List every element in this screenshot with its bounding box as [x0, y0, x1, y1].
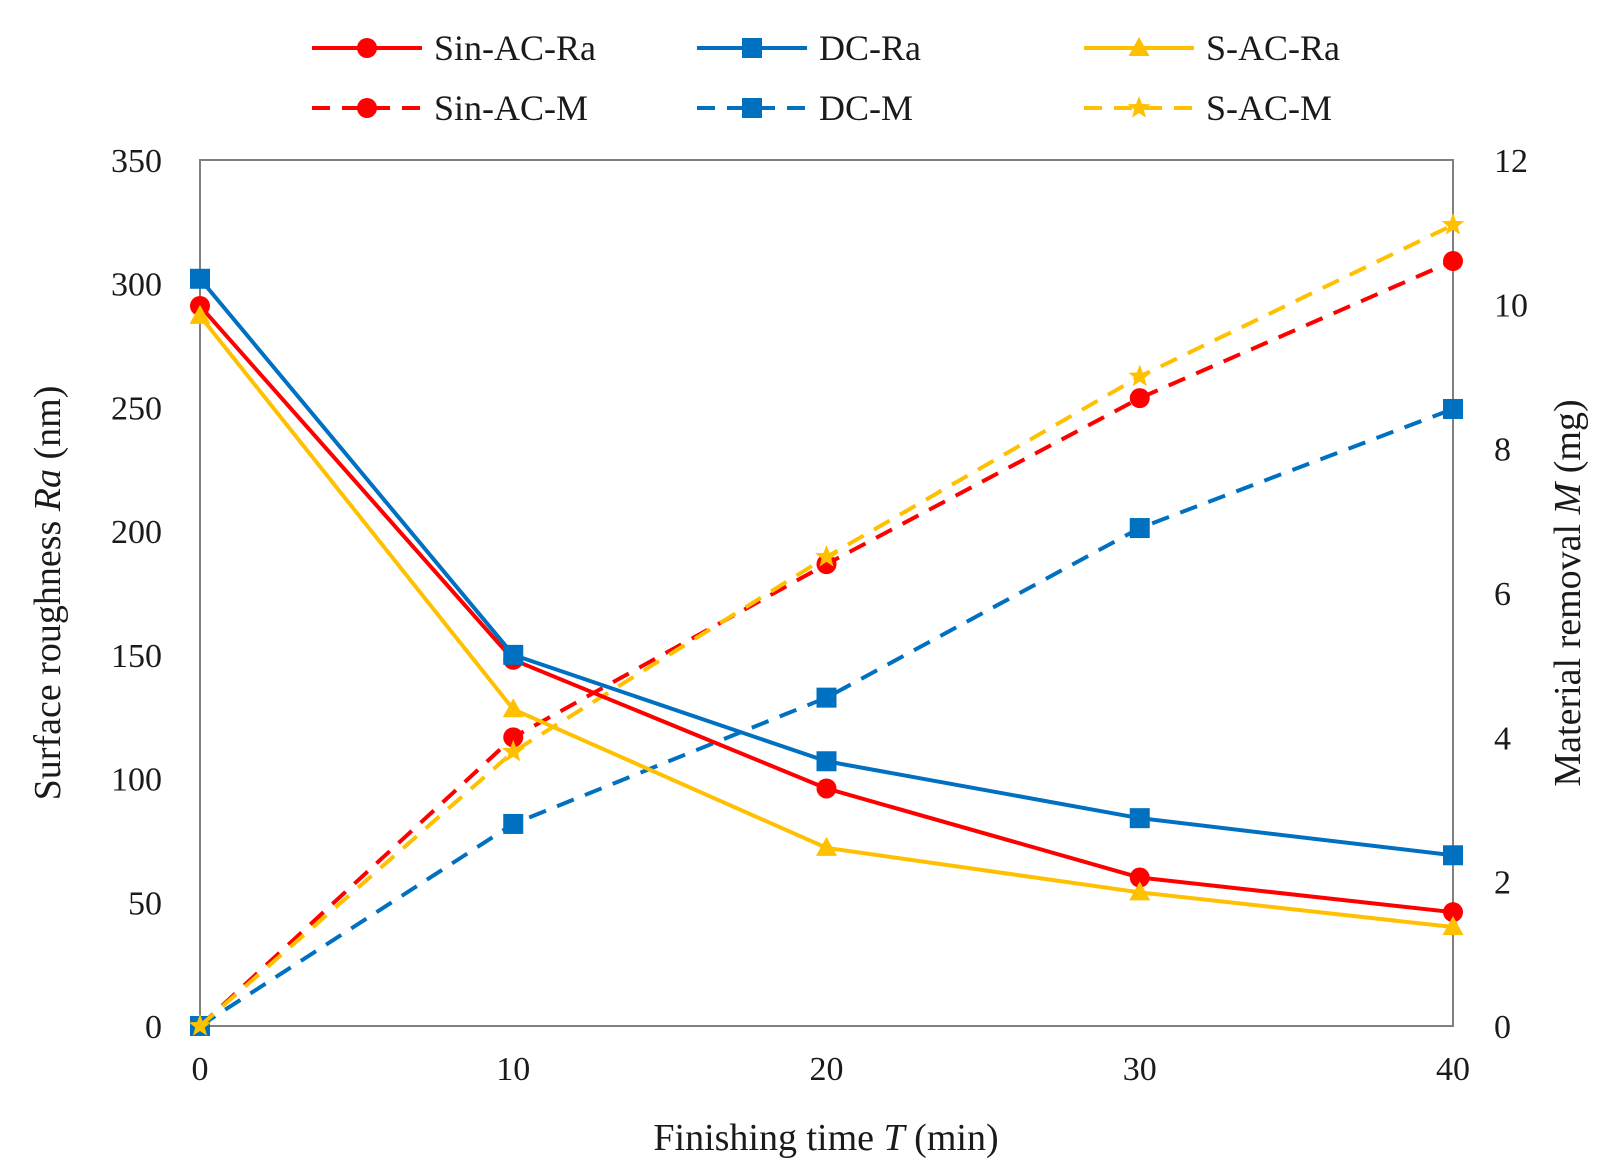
point-dc-ra-30: [1129, 808, 1150, 829]
left-axis-title: Surface roughness Ra (nm): [27, 386, 69, 801]
legend-entry-s-ac-m: S-AC-M: [1084, 88, 1332, 128]
legend-entry-dc-ra: DC-Ra: [697, 28, 921, 68]
legend-label-sin-ac-m: Sin-AC-M: [434, 88, 588, 128]
point-sin-ac-m-10: [503, 727, 524, 748]
legend-marker-dc-m: [742, 98, 762, 118]
x-tick-label-10: 10: [496, 1051, 530, 1088]
point-sin-ac-ra-20: [816, 778, 837, 799]
series-dc-ra: [190, 268, 1463, 866]
legend-label-sin-ac-ra: Sin-AC-Ra: [434, 28, 596, 68]
right-y-tick-label-2: 2: [1494, 865, 1511, 902]
series-s-ac-m: [188, 212, 1465, 1036]
series-line-dc-m: [198, 407, 1454, 1028]
x-tick-label-40: 40: [1436, 1051, 1470, 1088]
left-y-tick-label-300: 300: [111, 267, 162, 304]
legend-entry-sin-ac-m: Sin-AC-M: [312, 88, 588, 128]
legend-entry-s-ac-ra: S-AC-Ra: [1084, 28, 1340, 68]
point-dc-ra-40: [1443, 845, 1463, 866]
point-s-ac-m-30: [1128, 364, 1152, 387]
point-s-ac-ra-30: [1129, 881, 1151, 901]
point-s-ac-ra-20: [816, 836, 837, 856]
point-s-ac-ra-0: [189, 304, 211, 324]
point-s-ac-m-20: [815, 544, 838, 567]
x-tick-label-20: 20: [810, 1051, 844, 1088]
legend-label-s-ac-ra: S-AC-Ra: [1206, 28, 1340, 68]
left-y-tick-label-0: 0: [145, 1009, 162, 1046]
legend-label-dc-m: DC-M: [819, 88, 913, 128]
left-y-tick-label-350: 350: [111, 143, 162, 180]
point-dc-m-10: [503, 813, 524, 834]
legend-marker-sin-ac-ra: [357, 38, 377, 58]
point-s-ac-m-10: [501, 739, 525, 762]
legend-label-dc-ra: DC-Ra: [819, 28, 921, 68]
right-y-tick-label-0: 0: [1494, 1009, 1511, 1046]
left-y-tick-label-200: 200: [111, 514, 162, 551]
right-y-tick-label-8: 8: [1494, 432, 1511, 469]
left-y-tick-label-50: 50: [128, 885, 162, 922]
point-s-ac-m-0: [188, 1014, 212, 1036]
right-y-tick-label-12: 12: [1494, 143, 1528, 180]
point-s-ac-m-40: [1441, 212, 1465, 235]
point-dc-m-30: [1129, 518, 1150, 539]
point-sin-ac-m-40: [1443, 251, 1463, 272]
x-axis-title: Finishing time T (min): [653, 1117, 998, 1159]
right-y-tick-label-4: 4: [1494, 720, 1511, 757]
legend-marker-s-ac-ra: [1128, 37, 1150, 56]
ticks-layer: 0 10 20 30 40 0 50 100 150 200 250 300 350 0 2 4 6 8 10 12: [111, 143, 1528, 1088]
legend: Sin-AC-Ra DC-Ra S-AC-Ra Sin-AC-M DC-M S-AC-M: [312, 28, 1340, 128]
legend-marker-sin-ac-m: [357, 98, 377, 118]
right-y-tick-label-6: 6: [1494, 576, 1511, 613]
legend-marker-dc-ra: [742, 38, 762, 58]
series-s-ac-ra: [189, 304, 1464, 936]
point-s-ac-ra-10: [502, 698, 524, 718]
point-s-ac-ra-40: [1442, 916, 1464, 936]
legend-marker-s-ac-m: [1127, 96, 1151, 118]
point-dc-m-40: [1443, 398, 1463, 419]
plot-area: [199, 159, 1454, 1027]
legend-entry-sin-ac-ra: Sin-AC-Ra: [312, 28, 596, 68]
point-dc-ra-20: [816, 751, 837, 772]
point-dc-m-20: [816, 687, 837, 708]
x-tick-label-0: 0: [192, 1051, 209, 1088]
left-y-tick-label-100: 100: [111, 762, 162, 799]
point-dc-ra-10: [503, 644, 524, 665]
right-y-tick-label-10: 10: [1494, 287, 1528, 324]
point-sin-ac-ra-30: [1129, 867, 1150, 888]
legend-label-s-ac-m: S-AC-M: [1206, 88, 1332, 128]
right-axis-title: Material removal M (mg): [1547, 399, 1589, 786]
point-sin-ac-ra-40: [1443, 902, 1463, 923]
legend-entry-dc-m: DC-M: [697, 88, 913, 128]
point-dc-ra-0: [190, 268, 210, 289]
x-tick-label-30: 30: [1123, 1051, 1157, 1088]
series-layer: [188, 212, 1465, 1036]
left-y-tick-label-150: 150: [111, 638, 162, 675]
point-sin-ac-m-30: [1129, 388, 1150, 409]
point-sin-ac-m-20: [816, 554, 837, 575]
left-y-tick-label-250: 250: [111, 390, 162, 427]
